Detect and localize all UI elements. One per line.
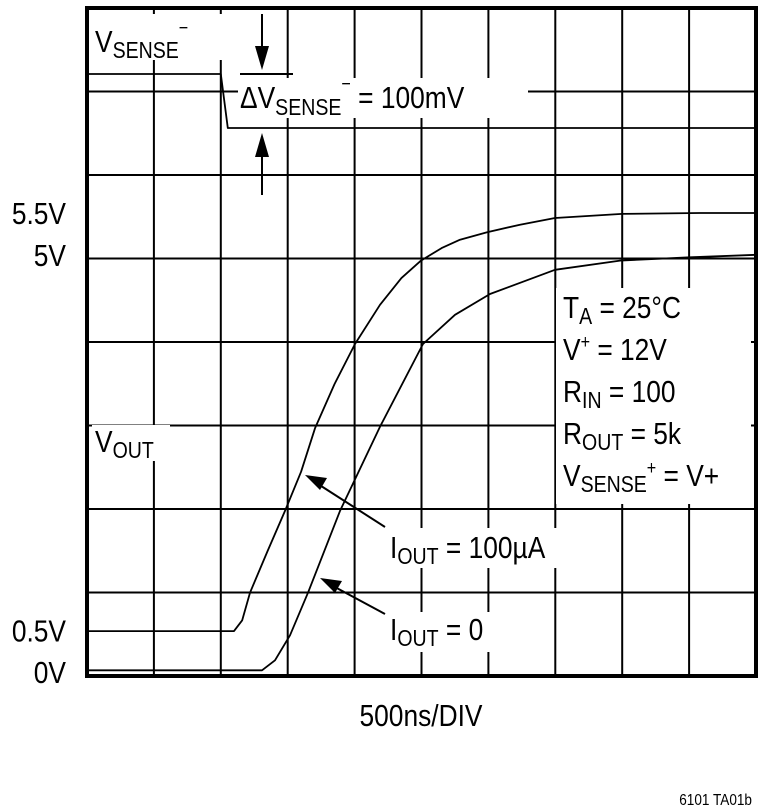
condition-line: VSENSE+ = V+	[563, 457, 719, 498]
y-tick-label: 0V	[34, 656, 67, 690]
delta-label-bg	[238, 78, 528, 118]
vsense-label-bg	[90, 14, 232, 60]
vout-label-bg	[92, 425, 170, 461]
series2-pointer-icon	[332, 585, 386, 615]
series1-label-bg	[386, 528, 586, 568]
vsense-trace	[87, 73, 756, 129]
down-arrow-head-icon	[255, 46, 269, 70]
conditions-bg	[556, 288, 751, 504]
series-line-1	[87, 212, 756, 632]
x-axis-label: 500ns/DIV	[360, 699, 484, 733]
plot-frame	[85, 6, 758, 678]
figure-id: 6101 TA01b	[679, 792, 752, 809]
y-tick-label: 5.5V	[12, 197, 67, 231]
y-tick-label: 0.5V	[12, 614, 67, 648]
condition-line: V+ = 12V	[563, 331, 668, 368]
conditions-block: TA = 25°CV+ = 12V RIN = 100 ROUT = 5kVSENS…	[563, 291, 719, 497]
condition-line: RIN = 100	[563, 375, 676, 413]
vsense-label: VSENSE−	[95, 17, 188, 64]
y-tick-labels: 5.5V 5V 0.5V 0V	[12, 197, 67, 690]
series2-label: IOUT = 0	[390, 613, 483, 651]
up-arrow-head-icon	[255, 133, 269, 157]
y-tick-label: 5V	[34, 239, 67, 273]
series2-label-bg	[386, 612, 516, 652]
condition-line: ROUT = 5k	[563, 417, 682, 455]
series1-pointer-icon	[317, 483, 386, 528]
condition-line: TA = 25°C	[563, 291, 681, 329]
series1-label: IOUT = 100µA	[390, 531, 546, 569]
delta-vsense-label: ΔVSENSE− = 100mV	[240, 73, 465, 121]
traces	[87, 73, 757, 672]
vout-label: VOUT	[95, 425, 154, 463]
series-line-2	[87, 253, 757, 672]
series2-pointer-head-icon	[320, 578, 342, 593]
series1-pointer-head-icon	[305, 475, 327, 490]
